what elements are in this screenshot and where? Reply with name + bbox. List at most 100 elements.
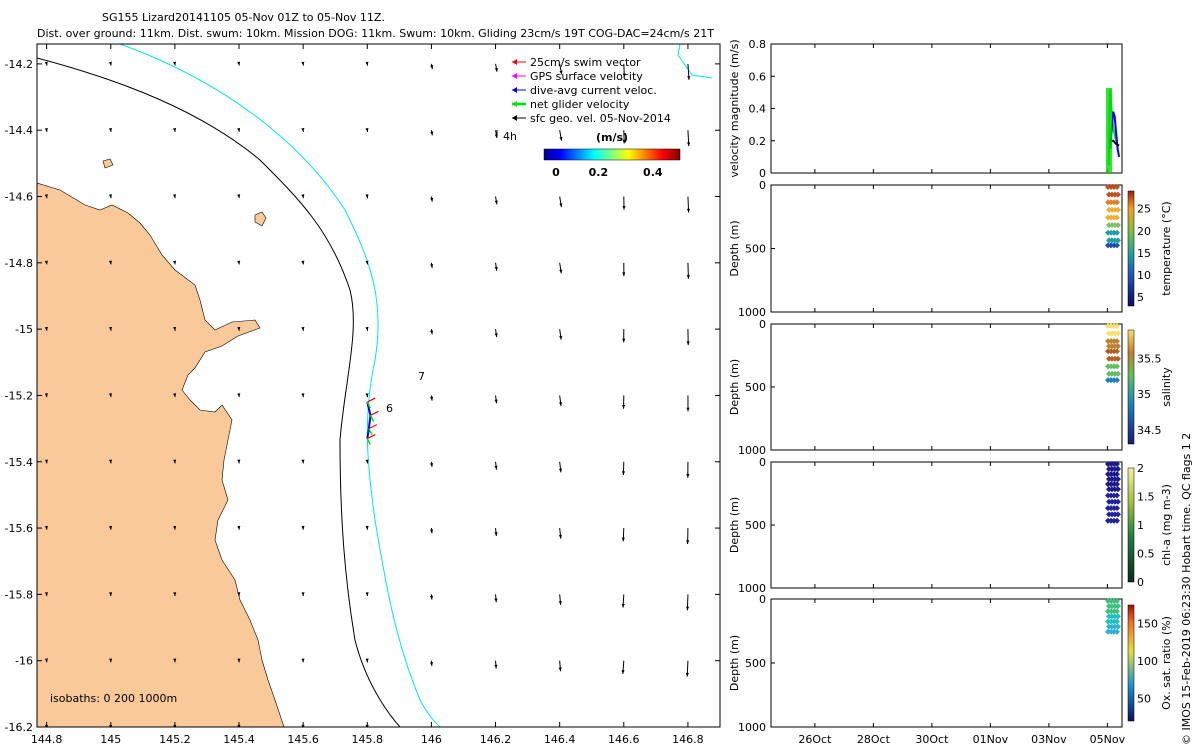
y-tick-label: -14.6: [5, 191, 33, 204]
profile-point: [1115, 613, 1121, 620]
geo-vector-head: [494, 399, 498, 404]
credit-text: © IMOS 15-Feb-2019 06:23:30 Hobart time.…: [1180, 433, 1193, 745]
x-tick-label: 145.2: [159, 733, 191, 746]
geo-vector-head: [237, 459, 241, 464]
x-tick-label: 145.8: [352, 733, 384, 746]
time-tick-label: 26Oct: [798, 733, 832, 746]
geo-vector-head: [301, 393, 305, 398]
colorbar-tick-label: 0: [1137, 576, 1144, 589]
profile-point: [1114, 461, 1120, 467]
geo-vector-head: [108, 260, 112, 265]
colorbar-chla: [1127, 467, 1135, 583]
geo-vector-head: [237, 260, 241, 265]
coastline-land: [37, 182, 285, 727]
geo-vector-head: [686, 540, 690, 545]
swim-vector: [367, 434, 376, 440]
profile-point: [1114, 199, 1120, 206]
y-tick-label: 500: [745, 243, 766, 256]
profile-point: [1114, 471, 1120, 478]
geo-vector-head: [494, 266, 498, 271]
island: [102, 158, 114, 169]
profile-point: [1115, 603, 1121, 610]
profile-point: [1114, 242, 1120, 249]
geo-vector-head: [44, 459, 48, 464]
geo-vector-head: [301, 326, 305, 331]
geo-vector-head: [301, 61, 305, 66]
geo-vector-head: [237, 393, 241, 398]
geo-vector-head: [237, 658, 241, 663]
colorbar-tick-label: 35.5: [1137, 353, 1162, 366]
geo-vector-head: [301, 194, 305, 199]
geo-vector-head: [301, 658, 305, 663]
swim-vector: [368, 424, 378, 430]
geo-vector-head: [494, 333, 498, 338]
colorbar-label: chl-a (mg m-3): [1160, 484, 1173, 566]
island: [254, 211, 267, 227]
geo-vector-head: [430, 529, 434, 534]
colorbar-tick-label: 0.2: [589, 166, 609, 179]
geo-vector-head: [237, 592, 241, 597]
y-axis-label: Depth (m): [728, 497, 741, 553]
y-tick-label: 1000: [738, 306, 766, 319]
geo-vector-head: [686, 407, 690, 412]
geo-vector-head: [621, 603, 625, 608]
colorbar-tick-label: 50: [1137, 693, 1151, 706]
geo-vector-head: [44, 326, 48, 331]
geo-vector-head: [44, 194, 48, 199]
geo-vector-head: [558, 468, 563, 473]
geo-vector-head: [685, 606, 690, 611]
y-tick-label: 0.8: [749, 38, 767, 51]
geo-vector-head: [430, 728, 433, 732]
y-tick-label: 0: [759, 179, 766, 192]
net-velocity-vector: [366, 401, 371, 409]
profile-point: [1114, 598, 1120, 604]
y-axis-label: Depth (m): [728, 220, 741, 276]
y-axis-label: Depth (m): [728, 359, 741, 415]
time-tick-label: 30Oct: [915, 733, 949, 746]
profile-point: [1114, 323, 1120, 329]
geo-vector-head: [44, 127, 48, 132]
geo-vector-head: [365, 61, 369, 66]
profile-point: [1114, 517, 1120, 524]
y-tick-label: -14.4: [5, 124, 33, 137]
y-tick-label: -16: [15, 655, 33, 668]
y-tick-label: 0.6: [749, 70, 767, 83]
legend-entry: 25cm/s swim vector: [530, 56, 641, 69]
geo-vector-head: [365, 393, 369, 398]
geo-vector-head: [430, 131, 434, 136]
geo-vector-head: [44, 592, 48, 597]
y-tick-label: 500: [745, 519, 766, 532]
x-tick-label: 146.2: [480, 733, 512, 746]
profile-point: [1115, 486, 1121, 493]
geo-vector-head: [301, 525, 305, 530]
geo-vector-head: [108, 525, 113, 530]
geo-vector-head: [621, 670, 625, 674]
geo-vector-head: [494, 598, 498, 603]
geostrophic-vectors: [44, 61, 691, 732]
profile-point: [1115, 206, 1121, 213]
geo-vector-head: [108, 127, 112, 132]
geo-vector-head: [430, 396, 434, 401]
colorbar-tick-label: 15: [1137, 247, 1151, 260]
profile-point: [1114, 618, 1120, 625]
x-tick-label: 146: [421, 733, 442, 746]
isobath-1000m-north: [677, 44, 713, 79]
y-tick-label: 0.2: [749, 135, 767, 148]
geo-vector-head: [622, 73, 626, 78]
y-tick-label: 1000: [738, 582, 766, 595]
colorbar-tick-label: 2: [1137, 462, 1144, 475]
net-velocity-vector: [369, 415, 375, 422]
geo-vector-head: [559, 402, 563, 407]
geo-vector-head: [686, 275, 690, 279]
geo-vector-head: [687, 142, 691, 147]
profile-point: [1114, 505, 1120, 512]
geo-vector-head: [173, 326, 177, 331]
geo-vector-head: [559, 269, 563, 274]
legend-swatch-head: [512, 101, 517, 107]
geo-vector-head: [429, 595, 434, 600]
geo-vector-head: [44, 658, 49, 663]
geo-vector-head: [108, 61, 112, 66]
geo-vector-head: [173, 194, 177, 199]
geo-vector-head: [621, 537, 625, 542]
x-tick-label: 145: [100, 733, 121, 746]
